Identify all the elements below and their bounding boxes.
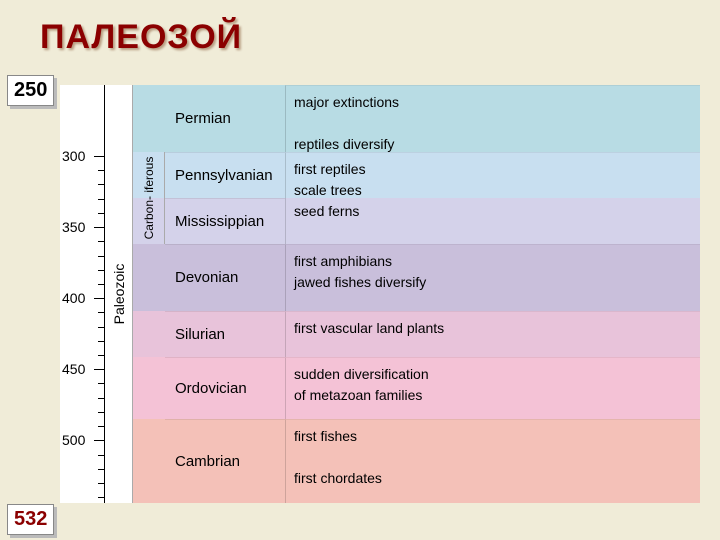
event-row: major extinctions reptiles diversify <box>285 85 700 152</box>
event-row: first fishes first chordates <box>285 419 700 503</box>
period-pennsylvanian: Pennsylvanian <box>165 152 285 198</box>
event-row: first reptiles scale trees seed ferns <box>285 152 700 244</box>
scale-tick: 350 <box>62 219 85 235</box>
time-scale: 300 350 400 450 500 <box>60 85 105 503</box>
period-silurian: Silurian <box>165 311 285 357</box>
era-label: Paleozoic <box>111 264 127 325</box>
scale-tick: 400 <box>62 290 85 306</box>
scale-tick: 450 <box>62 361 85 377</box>
subera-column: Carbon- iferous <box>133 85 165 503</box>
page-title: ПАЛЕОЗОЙ <box>40 18 242 57</box>
period-devonian: Devonian <box>165 244 285 311</box>
event-row: first amphibians jawed fishes diversify <box>285 244 700 311</box>
age-top-badge: 250 <box>7 75 54 106</box>
period-cambrian: Cambrian <box>165 419 285 503</box>
subera-label: Carbon- iferous <box>143 156 155 239</box>
period-mississippian: Mississippian <box>165 198 285 244</box>
age-bottom-badge: 532 <box>7 504 54 535</box>
era-column: Paleozoic <box>105 85 133 503</box>
scale-tick: 500 <box>62 432 85 448</box>
events-column: major extinctions reptiles diversifyfirs… <box>285 85 700 503</box>
period-ordovician: Ordovician <box>165 357 285 420</box>
subera-cell: Carbon- iferous <box>133 152 165 244</box>
event-row: first vascular land plants <box>285 311 700 357</box>
periods-column: PermianPennsylvanianMississippianDevonia… <box>165 85 285 503</box>
period-permian: Permian <box>165 85 285 152</box>
event-row: sudden diversification of metazoan famil… <box>285 357 700 420</box>
scale-tick: 300 <box>62 148 85 164</box>
paleozoic-chart: 300 350 400 450 500 Paleozoic Carbon- iferou… <box>60 85 700 503</box>
